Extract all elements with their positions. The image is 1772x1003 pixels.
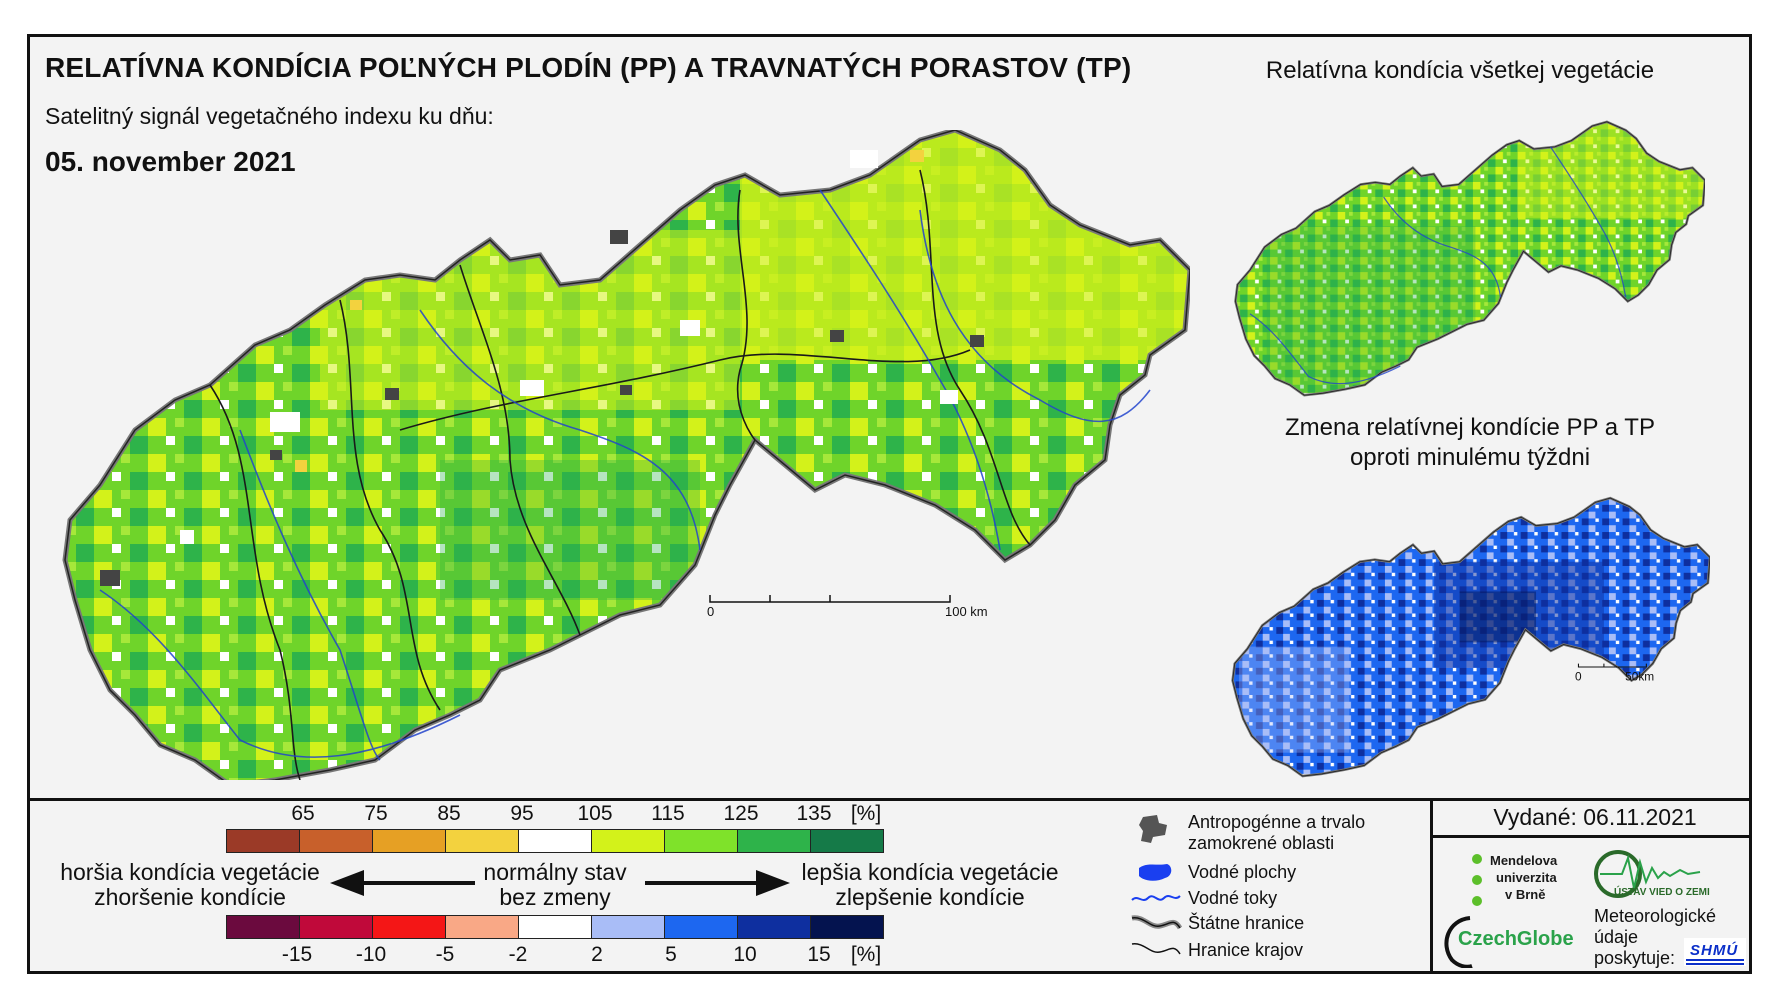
issued-separator [1430, 798, 1433, 974]
change-tick: -15 [281, 943, 313, 966]
condition-bin [226, 829, 300, 853]
worse-label-line2: zhoršenie kondície [94, 884, 286, 910]
change-map-title-line2: oproti minulému týždni [1349, 444, 1591, 471]
mendel-logo-icon [1472, 854, 1482, 906]
met-line3: poskytuje: [1594, 948, 1676, 968]
lower-condition-cells [295, 150, 924, 472]
all-vegetation-map [1234, 120, 1705, 397]
condition-bin [591, 829, 665, 853]
change-tick: 2 [591, 943, 603, 966]
condition-tick: 105 [577, 802, 613, 825]
key-region-borders: Hranice krajov [1188, 940, 1304, 960]
uvgz-logo-icon [1594, 850, 1701, 898]
change-bin [810, 915, 884, 939]
water-streams [99, 189, 1151, 761]
change-tick: -5 [435, 943, 455, 966]
change-scalebar-end: 50km [1625, 670, 1654, 684]
better-label-line1: lepšia kondícia vegetácie [801, 859, 1059, 885]
change-tick: 15 [807, 943, 831, 966]
change-tick: 10 [733, 943, 757, 966]
water-stream-icon [1131, 895, 1181, 901]
change-tick: -10 [355, 943, 387, 966]
main-map: 0 100 km [62, 130, 1190, 780]
key-state-borders: Štátne hranice [1188, 913, 1305, 933]
czechglobe-logo: CzechGlobe [1458, 928, 1574, 950]
main-scalebar: 0 100 km [707, 595, 988, 619]
met-line2: údaje [1594, 927, 1639, 947]
change-colorbar [226, 915, 884, 939]
condition-bin [664, 829, 738, 853]
arrow-right-icon [645, 870, 790, 896]
condition-tick: 95 [510, 802, 534, 825]
change-map-title-line1: Zmena relatívnej kondície PP a TP [1285, 414, 1655, 441]
change-scalebar: 0 50km [1575, 663, 1654, 684]
condition-tick: 125 [723, 802, 759, 825]
page-title: RELATÍVNA KONDÍCIA POĽNÝCH PLODÍN (PP) A… [45, 52, 1132, 83]
change-bin [299, 915, 373, 939]
change-bin [737, 915, 811, 939]
condition-bin [810, 829, 884, 853]
better-label-line2: zlepšenie kondície [835, 884, 1025, 910]
normal-label-line1: normálny stav [483, 859, 627, 885]
key-water-streams: Vodné toky [1188, 888, 1278, 908]
key-anthropogenic-line1: Antropogénne a trvalo [1188, 812, 1366, 832]
key-anthropogenic-line2: zamokrené oblasti [1188, 833, 1335, 853]
condition-tick: 135 [796, 802, 832, 825]
condition-bin [372, 829, 446, 853]
change-bin [445, 915, 519, 939]
no-data-cells [180, 150, 958, 544]
water-area-icon [1139, 864, 1172, 881]
change-bin [226, 915, 300, 939]
scalebar-end: 100 km [945, 604, 988, 619]
condition-bin [445, 829, 519, 853]
change-bin [372, 915, 446, 939]
condition-tick: 85 [437, 802, 461, 825]
czechglobe-arc-icon [1444, 916, 1473, 968]
change-scalebar-start: 0 [1575, 670, 1582, 684]
region-borders [209, 169, 1031, 780]
shmu-logo-box: SHMÚ [1684, 938, 1746, 966]
mendel-line3: v Brně [1505, 887, 1546, 902]
condition-unit: [%] [850, 802, 882, 825]
all-vegetation-title: Relatívna kondícia všetkej vegetácie [1265, 57, 1655, 84]
condition-tick: 65 [291, 802, 315, 825]
index-date: 05. november 2021 [45, 146, 296, 177]
state-border-icon [1131, 915, 1182, 930]
anthropogenic-area-icon [1139, 815, 1167, 843]
condition-bin [737, 829, 811, 853]
change-bin [664, 915, 738, 939]
normal-label-line2: bez zmeny [499, 884, 611, 910]
change-tick: -2 [508, 943, 528, 966]
scalebar-start: 0 [707, 604, 714, 619]
change-map: 0 50km [1231, 496, 1710, 778]
shmu-logo: SHMÚ [1690, 942, 1739, 959]
condition-tick: 115 [651, 802, 685, 825]
uvgz-logo: ÚSTAV VIED O ZEMI [1614, 887, 1710, 898]
worse-label-line1: horšia kondícia vegetácie [60, 859, 320, 885]
change-bin [518, 915, 592, 939]
change-bin [591, 915, 665, 939]
issued-date: Vydané: 06.11.2021 [1493, 804, 1697, 830]
issued-underline [1430, 835, 1752, 838]
anthropogenic-areas [100, 230, 984, 586]
page-subtitle: Satelitný signál vegetačného indexu ku d… [45, 103, 494, 129]
mendel-line1: Mendelova [1490, 853, 1558, 868]
mendel-line2: univerzita [1496, 870, 1557, 885]
condition-tick: 75 [364, 802, 388, 825]
change-unit: [%] [850, 943, 882, 966]
condition-bin [299, 829, 373, 853]
condition-bin [518, 829, 592, 853]
condition-colorbar [226, 829, 884, 853]
legend-separator [27, 798, 1752, 801]
arrow-left-icon [330, 870, 475, 896]
region-border-icon [1131, 943, 1181, 955]
met-line1: Meteorologické [1594, 906, 1717, 926]
change-tick: 5 [665, 943, 677, 966]
key-water-areas: Vodné plochy [1188, 862, 1297, 882]
